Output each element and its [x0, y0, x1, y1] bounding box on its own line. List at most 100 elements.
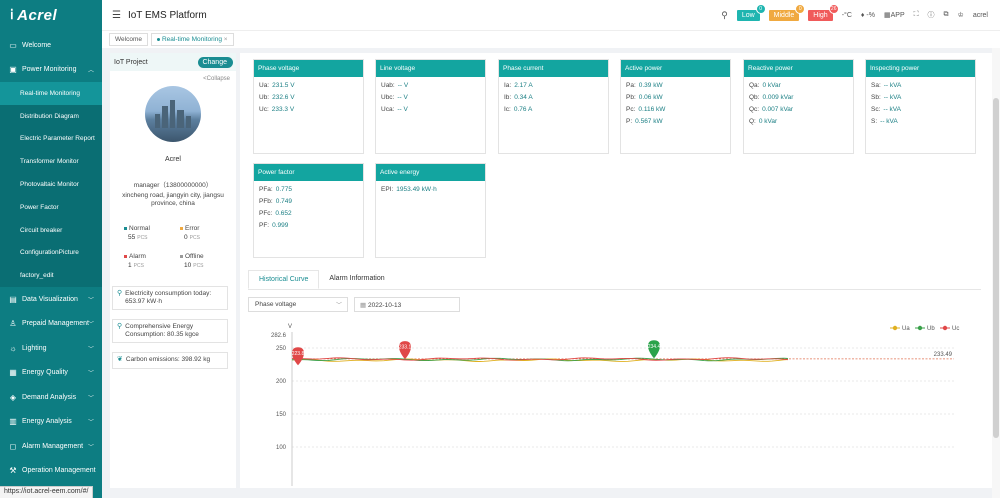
date-picker[interactable]: ▦ 2022-10-13 — [354, 297, 460, 312]
chevron-down-icon: ﹀ — [335, 303, 342, 309]
sidebar-item-data-visualization[interactable]: ▤ Data Visualization ﹀ — [0, 287, 102, 312]
alarm-middle-badge[interactable]: Middle 0 — [768, 3, 806, 21]
scrollbar-thumb[interactable] — [993, 98, 999, 438]
fullscreen-icon[interactable]: ⛶ — [913, 11, 919, 18]
sidebar-item-prepaid-management[interactable]: ♙ Prepaid Management ﹀ — [0, 312, 102, 337]
y-axis-label: V — [288, 324, 292, 330]
row-value: -- V — [397, 82, 409, 89]
alarm-low-badge[interactable]: Low 0 — [736, 3, 766, 21]
row-value: -- kVA — [880, 118, 898, 125]
screen-icon[interactable]: ⧉ — [943, 11, 949, 18]
sidebar-subitem-circuit-breaker[interactable]: Circuit breaker — [0, 218, 102, 242]
chevron-down-icon: ﹀ — [87, 395, 94, 402]
user-icon: ♙ — [9, 319, 17, 329]
tab-realtime-monitoring[interactable]: Real-time Monitoring × — [150, 33, 234, 46]
sidebar-item-energy-quality[interactable]: ▦ Energy Quality ﹀ — [0, 361, 102, 386]
alarm-low-count: 0 — [755, 3, 766, 14]
search-icon[interactable]: ⚲ — [721, 9, 728, 20]
sidebar-subitem-power-factor[interactable]: Power Factor — [0, 195, 102, 219]
alarm-low-label: Low — [741, 11, 755, 19]
logo: ⅰ Acrel — [0, 0, 102, 30]
sidebar-item-label: Welcome — [22, 41, 52, 49]
collapse-link[interactable]: <Collapse — [203, 76, 230, 82]
card-reactive-power: Reactive power Qa: 0 kVar Qb: 0.009 kVar Qc: 0… — [743, 59, 854, 154]
series-line-uc — [291, 357, 789, 361]
row-key: Ua: — [259, 82, 270, 89]
card-title: Active energy — [376, 164, 485, 181]
change-project-button[interactable]: Change — [198, 56, 233, 68]
stat-label: Alarm — [129, 252, 146, 260]
chevron-down-icon: ﹀ — [87, 420, 94, 427]
card-title: Line voltage — [376, 60, 485, 77]
help-icon[interactable]: ⓘ — [927, 12, 935, 19]
card-row: Qa: 0 kVar — [744, 82, 853, 89]
sidebar-item-operation-management[interactable]: ⚒ Operation Management — [0, 459, 102, 484]
row-key: PFb: — [259, 198, 273, 205]
sidebar-item-label: Data Visualization — [22, 295, 78, 303]
alarm-high-badge[interactable]: High 26 — [808, 3, 839, 21]
row-key: Uab: — [381, 82, 395, 89]
project-header: IoT Project Change — [110, 53, 236, 71]
shirt-icon[interactable]: ♔ — [957, 12, 964, 19]
building-shape — [177, 110, 184, 128]
stat-value: 55 — [128, 233, 136, 241]
sidebar-item-label: Prepaid Management — [22, 320, 89, 328]
sidebar-subitem-transformer-monitor[interactable]: Transformer Monitor — [0, 150, 102, 174]
tab-alarm-information[interactable]: Alarm Information — [329, 275, 385, 282]
sidebar: ⅰ Acrel ▭ Welcome ▣ Power Monitoring ︿ Real-… — [0, 0, 102, 498]
row-value: 0.567 kW — [635, 118, 663, 125]
sidebar-item-demand-analysis[interactable]: ◈ Demand Analysis ﹀ — [0, 385, 102, 410]
card-row: Sc: -- kVA — [866, 106, 975, 113]
card-row: Sa: -- kVA — [866, 82, 975, 89]
sidebar-item-lighting[interactable]: ☼ Lighting ﹀ — [0, 336, 102, 361]
card-title: Phase voltage — [254, 60, 363, 77]
row-value: 0.76 A — [513, 106, 533, 113]
scrollbar[interactable] — [992, 48, 1000, 498]
sidebar-item-label: Energy Analysis — [22, 418, 72, 426]
stat-value: 1 — [128, 261, 132, 269]
sidebar-subitem-configuration-picture[interactable]: ConfigurationPicture — [0, 241, 102, 265]
sidebar-subitem-realtime-monitoring[interactable]: Real-time Monitoring — [0, 82, 102, 105]
row-key: PFc: — [259, 210, 273, 217]
row-value: 0.06 kW — [638, 94, 663, 101]
leaf-icon: ❦ — [117, 356, 123, 364]
card-row: PFc: 0.652 — [254, 210, 363, 217]
sidebar-item-power-monitoring[interactable]: ▣ Power Monitoring ︿ — [0, 58, 102, 83]
sidebar-item-welcome[interactable]: ▭ Welcome — [0, 33, 102, 58]
card-row: Pc: 0.116 kW — [621, 106, 730, 113]
sidebar-item-alarm-management[interactable]: ◻ Alarm Management ﹀ — [0, 434, 102, 459]
card-line-voltage: Line voltage Uab: -- V Ubc: -- V Uca: -- V — [375, 59, 486, 154]
quality-icon: ▦ — [9, 368, 17, 378]
parameter-select[interactable]: Phase voltage ﹀ — [248, 297, 348, 312]
card-title: Inspecting power — [866, 60, 975, 77]
stat-label: Normal — [129, 224, 150, 232]
user-name[interactable]: acrel — [972, 11, 988, 19]
sidebar-item-energy-analysis[interactable]: ▥ Energy Analysis ﹀ — [0, 410, 102, 435]
close-icon[interactable]: × — [223, 36, 228, 43]
building-shape — [162, 106, 168, 128]
carbon-emissions-box: ❦ Carbon emissions: 398.92 kg — [112, 352, 228, 370]
sidebar-item-label: Energy Quality — [22, 369, 68, 377]
row-value: -- kVA — [883, 94, 902, 101]
active-dot-icon — [156, 37, 160, 41]
top-bar: ☰ IoT EMS Platform ⚲ Low 0 Middle 0 High 26… — [102, 0, 1000, 30]
row-key: Sb: — [871, 94, 881, 101]
sidebar-subitem-factory-edit[interactable]: factory_edit — [0, 264, 102, 288]
tab-welcome[interactable]: Welcome — [109, 33, 148, 46]
alarm-middle-count: 0 — [795, 3, 806, 14]
sidebar-item-label: Lighting — [22, 344, 47, 352]
tab-historical-curve[interactable]: Historical Curve — [248, 270, 320, 289]
row-key: Q: — [749, 118, 756, 125]
app-link[interactable]: ▦APP — [884, 11, 905, 19]
sidebar-subitem-distribution-diagram[interactable]: Distribution Diagram — [0, 104, 102, 128]
electricity-today-box: ⚲ Electricity consumption today: 653.97 k… — [112, 285, 228, 311]
sidebar-subitem-photovaltaic-monitor[interactable]: Photovaltaic Monitor — [0, 173, 102, 196]
sidebar-subitem-electric-parameter-report[interactable]: Electric Parameter Report — [0, 127, 102, 151]
menu-icon[interactable]: ☰ — [112, 9, 121, 21]
row-value: 0.007 kVar — [762, 106, 794, 113]
project-name: Acrel — [165, 156, 181, 163]
stat-normal: Normal 55 PCS — [124, 225, 180, 241]
topbar-right: ⚲ Low 0 Middle 0 High 26 -°C ♦ -% ▦APP ⛶ ⓘ … — [721, 0, 988, 30]
row-key: S: — [871, 118, 878, 125]
